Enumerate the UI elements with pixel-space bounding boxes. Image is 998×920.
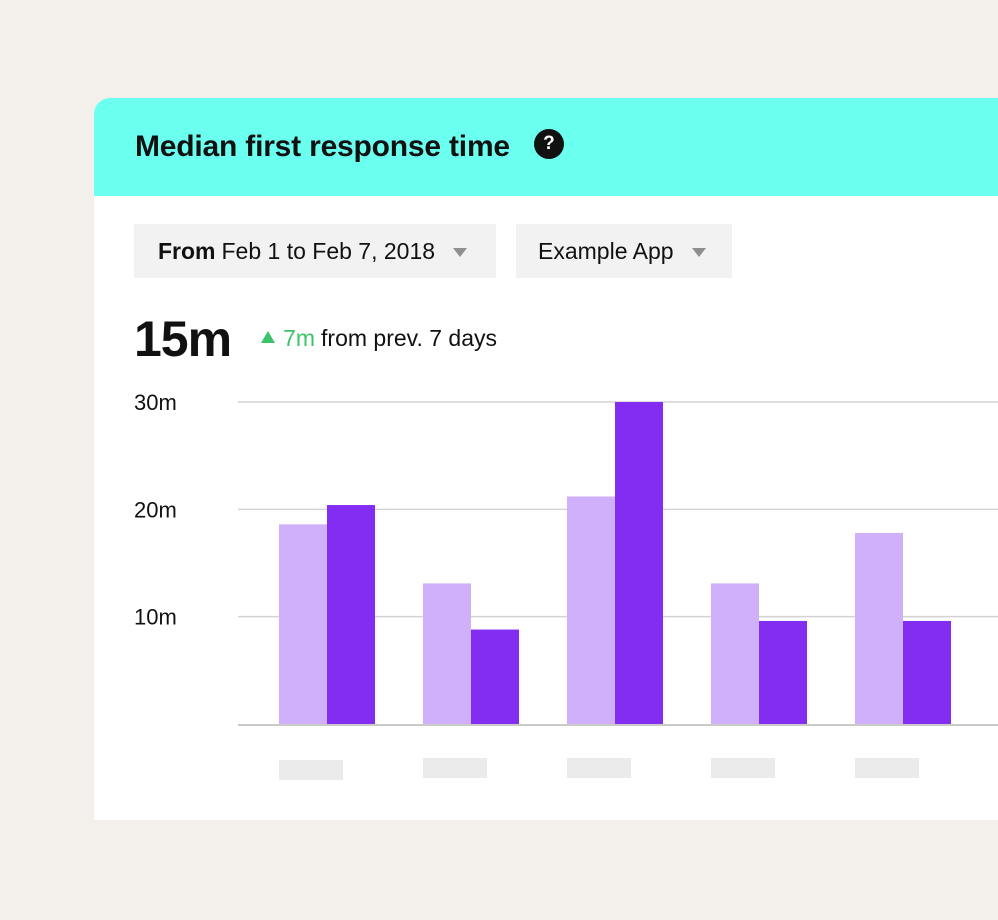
y-tick-label: 30m xyxy=(134,390,177,415)
chevron-down-icon xyxy=(691,247,706,257)
app-dropdown[interactable]: Example App xyxy=(516,224,732,278)
arrow-up-icon xyxy=(261,331,276,343)
bar xyxy=(855,532,903,724)
x-tick-label-placeholder xyxy=(711,758,775,778)
date-range-prefix: From xyxy=(158,237,216,264)
date-range-value: Feb 1 to Feb 7, 2018 xyxy=(221,237,436,264)
x-tick-label-placeholder xyxy=(855,758,919,778)
y-tick-label: 10m xyxy=(134,605,177,630)
delta-text: from prev. 7 days xyxy=(321,325,498,351)
bar xyxy=(567,496,615,724)
date-range-dropdown[interactable]: From Feb 1 to Feb 7, 2018 xyxy=(134,224,496,278)
metric-value: 15m xyxy=(134,311,232,367)
card-title: Median first response time xyxy=(135,130,510,163)
x-tick-label-placeholder xyxy=(423,758,487,778)
bar xyxy=(759,620,807,724)
y-tick-label: 20m xyxy=(134,497,177,522)
x-tick-label-placeholder xyxy=(567,758,631,778)
metric-delta: 7m from prev. 7 days xyxy=(261,325,497,352)
bar xyxy=(279,524,327,724)
bar xyxy=(423,583,471,724)
filters-bar: From Feb 1 to Feb 7, 2018 Example App xyxy=(134,224,732,278)
bar xyxy=(615,402,663,724)
question-mark-icon[interactable]: ? xyxy=(533,129,564,159)
bar xyxy=(327,505,375,724)
bar xyxy=(711,583,759,724)
chart-card: Median first response time ? From Feb 1 … xyxy=(94,98,998,820)
bar xyxy=(903,620,951,724)
card-header: Median first response time ? xyxy=(94,98,998,196)
app-value: Example App xyxy=(538,237,674,264)
x-tick-label-placeholder xyxy=(279,760,343,780)
metric-summary: 15m 7m from prev. 7 days xyxy=(134,310,497,368)
chevron-down-icon xyxy=(453,247,468,257)
delta-value: 7m xyxy=(283,325,316,351)
bar xyxy=(471,629,519,724)
